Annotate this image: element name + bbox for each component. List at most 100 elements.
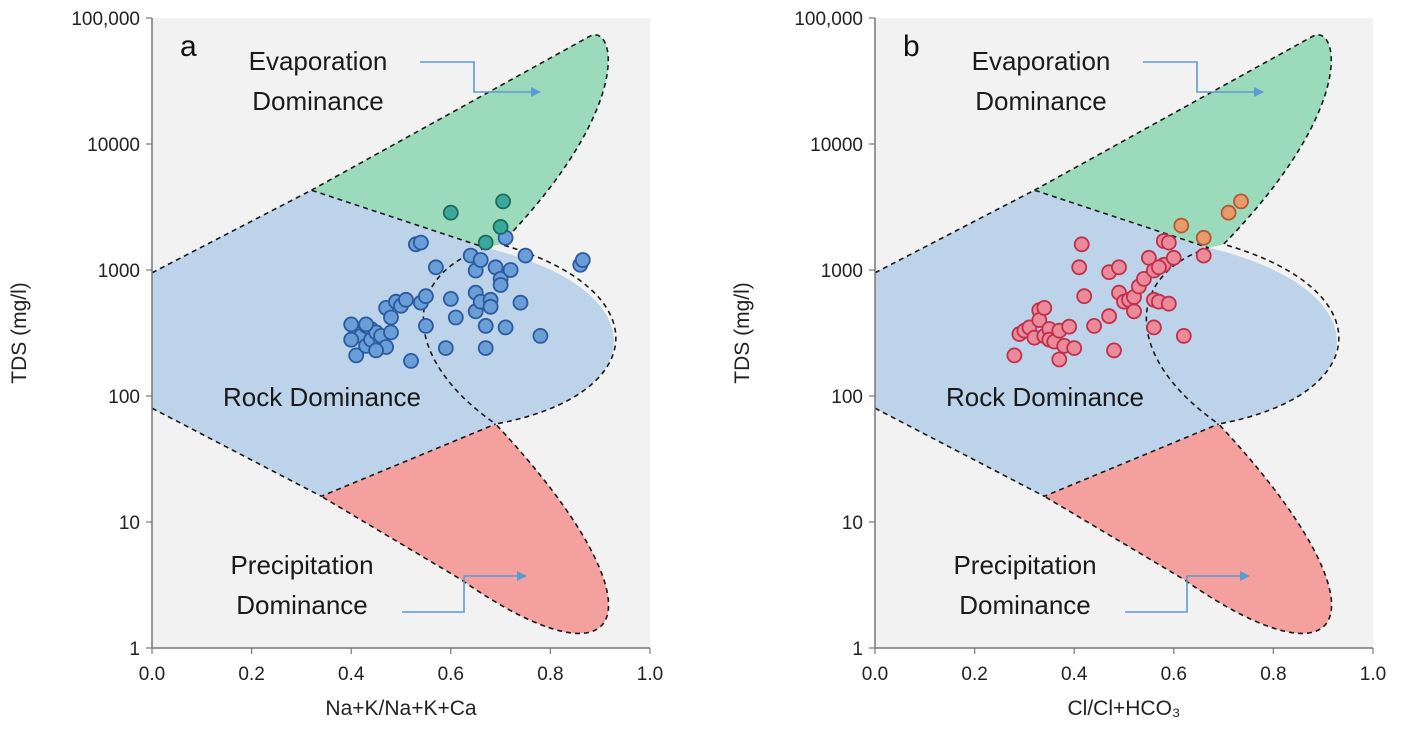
outer-boundary-curve xyxy=(311,34,617,635)
y-tick-label: 100,000 xyxy=(71,9,140,30)
data-point-evaporation xyxy=(1173,217,1190,234)
data-point xyxy=(1111,259,1127,276)
rock-dominance-label: Rock Dominance xyxy=(946,382,1144,412)
upper-boundary-line xyxy=(874,189,1209,274)
x-tick-label: 0.6 xyxy=(438,664,464,685)
x-axis-label: Cl/Cl+HCO₃ xyxy=(1068,697,1181,720)
x-tick-label: 0.6 xyxy=(1161,664,1187,685)
y-axis-label: TDS (mg/l) xyxy=(731,282,754,384)
data-point xyxy=(417,288,434,305)
data-point xyxy=(383,324,399,341)
y-tick-label: 10 xyxy=(842,513,863,534)
evaporation-dominance-label: Dominance xyxy=(975,86,1107,116)
data-point xyxy=(497,319,514,336)
data-point-evaporation xyxy=(477,234,494,251)
data-point xyxy=(427,259,444,276)
data-point xyxy=(472,252,489,268)
precipitation-dominance-label: Precipitation xyxy=(230,550,373,580)
y-tick-label: 1000 xyxy=(98,261,140,282)
x-tick-label: 0.8 xyxy=(1260,664,1286,685)
data-point xyxy=(343,331,360,348)
lower-boundary-line xyxy=(874,407,1219,498)
precipitation-dominance-label: Dominance xyxy=(959,590,1091,620)
data-point xyxy=(1106,342,1122,359)
x-tick-label: 1.0 xyxy=(1360,664,1386,685)
x-tick-label: 0.4 xyxy=(1061,664,1088,685)
panel-b: Evaporation Dominance Rock Dominance Precip… xyxy=(731,9,1386,720)
y-tick-label: 100 xyxy=(831,387,863,408)
data-point xyxy=(477,317,494,334)
data-point xyxy=(348,347,365,364)
rock-dominance-region xyxy=(875,190,1337,497)
data-point xyxy=(1195,247,1212,264)
inner-boundary-curve xyxy=(422,247,497,425)
data-point xyxy=(1071,259,1088,276)
x-tick-label: 0.0 xyxy=(139,664,165,685)
data-point xyxy=(343,316,360,333)
precipitation-dominance-label: Dominance xyxy=(236,590,368,620)
data-point-evaporation xyxy=(495,193,512,210)
y-tick-label: 1 xyxy=(129,639,140,660)
y-tick-label: 100 xyxy=(108,387,140,408)
data-point xyxy=(1145,319,1162,336)
data-point xyxy=(502,262,519,278)
data-point xyxy=(1126,303,1142,320)
data-point xyxy=(482,298,499,315)
data-point-evaporation xyxy=(1233,193,1249,210)
data-point xyxy=(492,277,509,293)
data-point xyxy=(1165,249,1182,266)
evaporation-arrow xyxy=(1143,61,1264,97)
data-point xyxy=(517,247,534,264)
upper-boundary-line xyxy=(151,189,486,274)
evaporation-dominance-label: Dominance xyxy=(252,86,384,116)
precipitation-arrow xyxy=(1125,571,1250,613)
y-tick-label: 100,000 xyxy=(794,9,863,30)
panel-a: Evaporation Dominance Rock Dominance Precip… xyxy=(8,9,663,720)
data-point xyxy=(1086,317,1103,334)
x-axis-label: Na+K/Na+K+Ca xyxy=(325,697,476,720)
data-point-evaporation xyxy=(1195,229,1212,246)
data-point xyxy=(1160,295,1177,312)
y-tick-label: 10000 xyxy=(87,135,140,156)
data-point xyxy=(1175,327,1192,344)
data-point xyxy=(1076,288,1093,305)
data-point xyxy=(412,234,429,251)
y-tick-label: 10000 xyxy=(810,135,863,156)
evaporation-arrow xyxy=(420,61,541,97)
x-tick-label: 0.0 xyxy=(862,664,888,685)
lower-boundary-line xyxy=(151,407,496,498)
data-point xyxy=(1150,259,1167,276)
x-tick-label: 0.2 xyxy=(238,664,264,685)
data-point xyxy=(383,309,399,326)
data-point xyxy=(368,342,385,359)
panel-label: a xyxy=(180,30,197,63)
data-point-evaporation xyxy=(492,218,509,235)
data-point xyxy=(437,340,454,357)
data-point xyxy=(574,252,591,268)
data-point xyxy=(1160,234,1177,251)
data-point xyxy=(398,291,414,308)
outer-boundary-curve xyxy=(1034,34,1340,635)
data-point xyxy=(417,317,434,334)
data-point xyxy=(442,290,459,307)
y-tick-label: 1 xyxy=(852,639,863,660)
data-point xyxy=(1006,347,1023,364)
data-point xyxy=(477,340,494,357)
data-point xyxy=(403,352,419,369)
precipitation-dominance-region xyxy=(321,424,609,634)
y-axis-label: TDS (mg/l) xyxy=(8,282,31,384)
x-tick-label: 0.8 xyxy=(537,664,563,685)
data-point xyxy=(1061,318,1078,335)
y-tick-label: 10 xyxy=(119,513,140,534)
x-tick-label: 0.4 xyxy=(338,664,365,685)
data-point xyxy=(447,309,464,326)
rock-dominance-label: Rock Dominance xyxy=(223,382,421,412)
precipitation-dominance-label: Precipitation xyxy=(953,550,1096,580)
data-point xyxy=(1036,299,1053,316)
panel-label: b xyxy=(903,30,920,63)
data-point-evaporation xyxy=(442,204,459,221)
data-point xyxy=(1051,351,1068,368)
precipitation-dominance-region xyxy=(1044,424,1332,634)
data-point xyxy=(358,316,375,333)
